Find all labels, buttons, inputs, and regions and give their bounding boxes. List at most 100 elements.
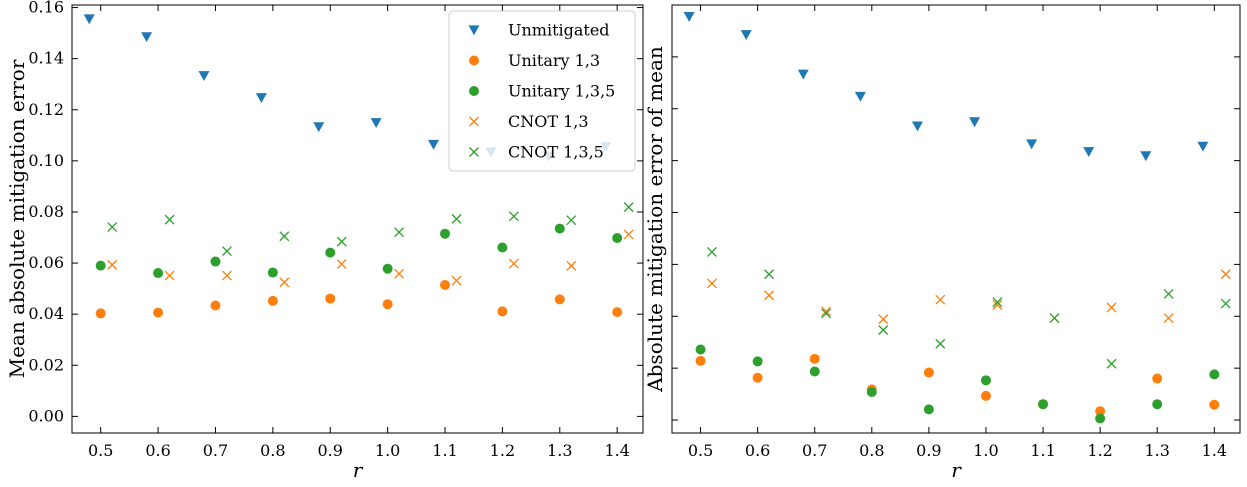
data-point (440, 280, 451, 291)
x-axis-label: r (951, 458, 962, 482)
data-point (164, 270, 175, 281)
data-point (198, 71, 210, 82)
plot-frame (71, 4, 644, 434)
data-point (394, 227, 405, 238)
data-point (752, 372, 763, 383)
series-unitary-1-3-5 (95, 223, 623, 279)
data-point (764, 290, 775, 301)
data-point (1038, 399, 1049, 410)
data-point (267, 295, 278, 306)
data-point (923, 404, 934, 415)
data-point (497, 306, 508, 317)
y-tick-label: 0.12 (28, 100, 64, 119)
data-point (821, 306, 832, 317)
legend-marker (469, 116, 479, 127)
data-point (210, 256, 221, 267)
data-point (612, 233, 623, 244)
legend-label: Unmitigated (508, 21, 610, 40)
data-point (554, 294, 565, 305)
data-point (1209, 399, 1220, 410)
y-tick-label: 0.00 (28, 406, 64, 425)
series-unitary-1-3-5 (695, 344, 1220, 424)
x-tick-label: 0.5 (688, 441, 713, 460)
data-point (1106, 302, 1117, 313)
data-point (279, 277, 290, 288)
data-point (612, 307, 623, 318)
x-tick-label: 0.6 (145, 441, 170, 460)
data-point (1095, 406, 1106, 417)
data-point (980, 390, 991, 401)
data-point (1026, 139, 1038, 150)
data-point (740, 30, 752, 41)
y-tick-label: 0.02 (28, 355, 64, 374)
data-point (95, 308, 106, 319)
data-point (992, 297, 1003, 308)
legend-label: CNOT 1,3 (508, 112, 589, 131)
data-point (554, 223, 565, 234)
x-tick-label: 0.7 (203, 441, 228, 460)
data-point (313, 122, 325, 133)
data-point (1083, 147, 1095, 158)
legend: Unmitigated Unitary 1,3 Unitary 1,3,5 CNOT … (448, 10, 636, 172)
x-tick-label: 0.7 (802, 441, 827, 460)
legend-frame (448, 10, 636, 172)
data-point (1163, 313, 1174, 324)
x-tick-label: 0.5 (88, 441, 113, 460)
x-tick-label: 1.2 (490, 441, 515, 460)
data-point (1209, 369, 1220, 380)
data-point (764, 269, 775, 280)
data-point (428, 139, 440, 150)
data-point (1163, 289, 1174, 299)
chart-panel-2: 0.5 0.6 0.7 0.8 0.9 1.0 1.1 1.2 1.3 1.4 r Absolute … (643, 4, 1241, 482)
data-point (153, 268, 164, 279)
data-point (1095, 413, 1106, 424)
data-point (1106, 358, 1117, 369)
data-point (164, 214, 175, 225)
series-unitary-1-3 (95, 280, 623, 319)
data-point (394, 268, 405, 279)
legend-label: Unitary 1,3,5 (508, 82, 615, 101)
series-unmitigated (683, 11, 1209, 162)
y-axis-label: Mean absolute mitigation error (5, 59, 29, 378)
data-point (1220, 298, 1231, 309)
data-point (1152, 399, 1163, 410)
data-point (370, 118, 382, 129)
legend-label: CNOT 1,3,5 (508, 143, 604, 162)
x-tick-label: 1.2 (1087, 441, 1112, 460)
y-tick-label: 0.06 (28, 253, 64, 272)
data-point (1049, 313, 1060, 324)
data-point (107, 222, 118, 233)
data-point (451, 213, 462, 224)
data-point (325, 293, 336, 304)
data-point (279, 231, 290, 242)
x-tick-label: 1.4 (604, 441, 629, 460)
legend-label: Unitary 1,3 (508, 51, 600, 70)
data-point (221, 246, 232, 257)
data-point (83, 14, 95, 25)
x-tick-label: 0.9 (916, 441, 941, 460)
data-point (911, 121, 923, 132)
data-point (153, 307, 164, 318)
data-point (336, 259, 347, 270)
y-tick-label: 0.10 (28, 151, 64, 170)
data-point (107, 259, 118, 270)
series-cnot-1-3 (707, 269, 1231, 325)
data-point (935, 294, 946, 305)
data-point (566, 260, 577, 271)
data-point (497, 242, 508, 253)
x-tick-label: 1.3 (547, 441, 572, 460)
data-point (683, 11, 695, 22)
data-point (923, 367, 934, 378)
y-tick-label: 0.08 (28, 202, 64, 221)
y-tick-label: 0.16 (28, 0, 64, 17)
data-point (878, 314, 889, 325)
x-tick-label: 0.6 (745, 441, 770, 460)
data-point (866, 387, 877, 398)
legend-marker (469, 147, 479, 157)
series-cnot-1-3 (107, 229, 634, 288)
x-tick-label: 1.0 (973, 441, 998, 460)
y-tick-label: 0.14 (28, 49, 64, 68)
x-tick-label: 0.9 (318, 441, 343, 460)
data-point (221, 270, 232, 281)
